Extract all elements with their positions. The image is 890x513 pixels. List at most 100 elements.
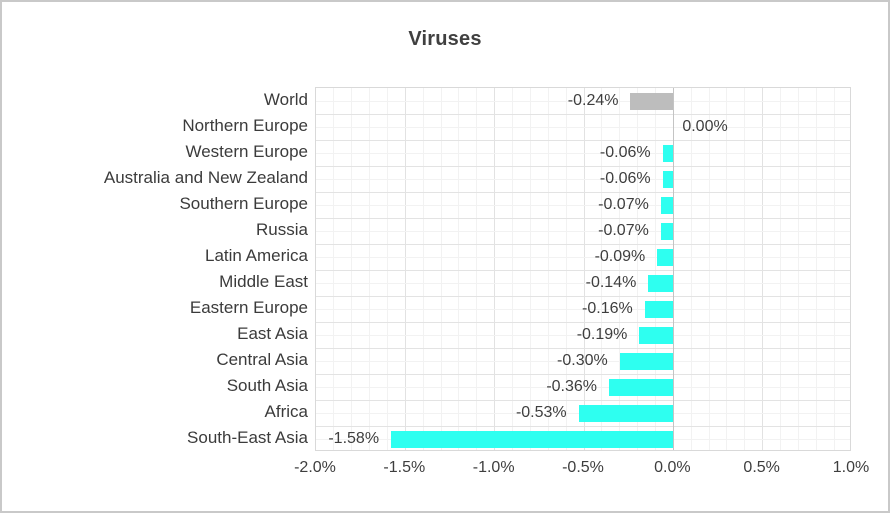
row-mid-gridline	[316, 178, 850, 180]
bar	[657, 248, 674, 266]
minor-gridline	[547, 88, 549, 450]
row-boundary-gridline	[316, 217, 850, 219]
minor-gridline	[422, 88, 424, 450]
minor-gridline	[744, 88, 746, 450]
chart-title: Viruses	[408, 28, 482, 50]
value-label: -0.09%	[594, 248, 646, 265]
minor-gridline	[476, 88, 478, 450]
value-label: -0.24%	[567, 92, 619, 109]
row-mid-gridline	[316, 152, 850, 154]
bar	[660, 196, 674, 214]
minor-gridline	[797, 88, 799, 450]
x-tick-label: -1.5%	[383, 459, 426, 476]
minor-gridline	[565, 88, 567, 450]
row-mid-gridline	[316, 126, 850, 128]
category-label: World	[263, 90, 308, 109]
value-label: -0.16%	[582, 300, 633, 317]
category-label: Australia and New Zealand	[103, 168, 308, 187]
row-boundary-gridline	[316, 321, 850, 323]
minor-gridline	[333, 88, 335, 450]
category-label: Eastern Europe	[189, 298, 308, 317]
x-tick-label: 1.0%	[832, 459, 870, 476]
row-mid-gridline	[316, 282, 850, 284]
row-boundary-gridline	[316, 425, 850, 427]
bar	[578, 404, 674, 422]
value-axis: -2.0% -1.5% -1.0% -0.5% 0.0% 0.5% 1.0%	[2, 459, 888, 481]
minor-gridline	[780, 88, 782, 450]
bar	[660, 222, 674, 240]
minor-gridline	[369, 88, 371, 450]
category-label: Western Europe	[185, 142, 308, 161]
row-mid-gridline	[316, 360, 850, 362]
bar	[648, 274, 674, 292]
row-boundary-gridline	[316, 139, 850, 141]
category-label: Russia	[256, 220, 308, 239]
bar	[609, 378, 674, 396]
row-boundary-gridline	[316, 113, 850, 115]
value-label: -1.58%	[328, 430, 380, 447]
value-label: -0.07%	[598, 222, 649, 239]
category-label: Southern Europe	[179, 194, 308, 213]
minor-gridline	[637, 88, 639, 450]
minor-gridline	[458, 88, 460, 450]
value-label: -0.19%	[576, 326, 628, 343]
row-boundary-gridline	[316, 165, 850, 167]
minor-gridline	[440, 88, 442, 450]
value-label: -0.30%	[557, 352, 608, 369]
value-label: 0.00%	[682, 118, 728, 135]
bar	[639, 326, 674, 344]
minor-gridline	[601, 88, 603, 450]
category-label: South Asia	[226, 376, 308, 395]
row-mid-gridline	[316, 256, 850, 258]
value-label: -0.06%	[599, 144, 651, 161]
row-mid-gridline	[316, 230, 850, 232]
value-label: -0.53%	[515, 404, 567, 421]
zero-baseline	[672, 88, 674, 450]
major-gridline	[494, 88, 496, 450]
category-label: Central Asia	[216, 350, 308, 369]
major-gridline	[583, 88, 585, 450]
row-mid-gridline	[316, 100, 850, 102]
bar	[662, 144, 674, 162]
minor-gridline	[708, 88, 710, 450]
major-gridline	[762, 88, 764, 450]
value-label: -0.36%	[546, 378, 598, 395]
value-label: -0.06%	[599, 170, 651, 187]
minor-gridline	[654, 88, 656, 450]
bar	[644, 300, 674, 318]
category-label: Northern Europe	[182, 116, 308, 135]
category-label: East Asia	[237, 324, 308, 343]
row-boundary-gridline	[316, 399, 850, 401]
x-tick-label: -2.0%	[294, 459, 336, 476]
x-tick-label: -0.5%	[562, 459, 604, 476]
category-axis: World Northern Europe Western Europe Austra…	[2, 87, 308, 451]
minor-gridline	[619, 88, 621, 450]
x-tick-label: 0.5%	[743, 459, 780, 476]
value-label: -0.07%	[598, 196, 649, 213]
row-mid-gridline	[316, 204, 850, 206]
bar	[630, 92, 674, 110]
value-label: -0.14%	[585, 274, 637, 291]
row-boundary-gridline	[316, 269, 850, 271]
row-mid-gridline	[316, 334, 850, 336]
row-mid-gridline	[316, 308, 850, 310]
row-boundary-gridline	[316, 295, 850, 297]
row-mid-gridline	[316, 386, 850, 388]
bar	[391, 430, 674, 448]
minor-gridline	[529, 88, 531, 450]
category-label: Middle East	[219, 272, 308, 291]
x-tick-label: 0.0%	[654, 459, 691, 476]
minor-gridline	[386, 88, 388, 450]
bar	[619, 352, 674, 370]
major-gridline	[404, 88, 406, 450]
category-label: Latin America	[205, 246, 308, 265]
minor-gridline	[690, 88, 692, 450]
minor-gridline	[351, 88, 353, 450]
x-tick-label: -1.0%	[472, 459, 515, 476]
row-boundary-gridline	[316, 347, 850, 349]
category-label: South-East Asia	[187, 428, 308, 447]
bar	[662, 170, 674, 188]
minor-gridline	[833, 88, 835, 450]
row-boundary-gridline	[316, 191, 850, 193]
